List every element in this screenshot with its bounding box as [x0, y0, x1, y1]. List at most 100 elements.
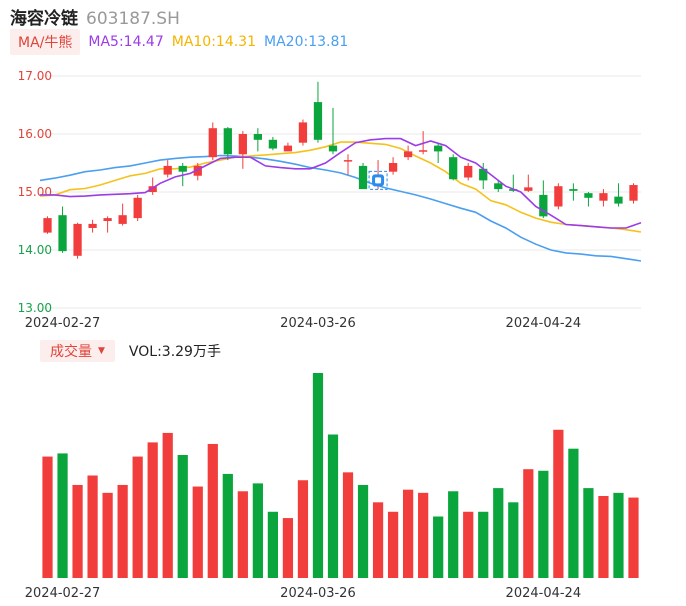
candle-body [358, 165, 368, 190]
candle-body [238, 134, 247, 155]
volume-bar [463, 511, 474, 578]
volume-bar [403, 489, 414, 578]
candle-body [118, 215, 127, 224]
candle-body [298, 122, 308, 143]
candle-body [569, 189, 578, 191]
ma10-line [39, 141, 642, 233]
candle-body [58, 215, 67, 252]
volume-bar [222, 473, 233, 578]
volume-bar [508, 502, 519, 578]
candle-body [283, 145, 293, 152]
volume-bar [87, 475, 98, 578]
stock-code: 603187.SH [86, 9, 180, 29]
volume-bar [568, 448, 579, 578]
candle-body [328, 145, 338, 152]
volume-legend: 成交量 ▼ VOL:3.29万手 [40, 340, 221, 362]
volume-bar [372, 502, 384, 578]
ma5-label: MA5:14.47 [88, 34, 164, 50]
volume-bar [282, 518, 294, 578]
candle-body [133, 197, 142, 219]
price-tick-label: 15.00 [18, 185, 52, 199]
volume-bar [493, 488, 504, 578]
candle-body [103, 218, 112, 221]
ma20-series [39, 154, 642, 262]
candle-body [208, 128, 217, 158]
price-tick-label: 17.00 [18, 69, 52, 83]
candle-body [509, 189, 518, 191]
volume-bar [252, 483, 263, 578]
candle-body [449, 157, 458, 180]
volume-bar [342, 472, 354, 578]
tooltip-marker-frame [368, 170, 388, 190]
volume-bar [207, 443, 218, 578]
tooltip-marker [368, 170, 388, 190]
stock-name: 海容冷链 [10, 9, 78, 29]
volume-bar [42, 456, 53, 578]
candle-body [223, 128, 232, 155]
ma-legend: MA/牛熊 MA5:14.47 MA10:14.31 MA20:13.81 [10, 29, 348, 55]
candle-body [554, 186, 563, 207]
volume-bar [583, 488, 594, 578]
date-axis: 2024-02-27 2024-02-27 2024-03-26 2024-03-26… [25, 316, 581, 601]
volume-bar [523, 469, 534, 578]
volume-bar [538, 470, 549, 578]
volume-date-label: 2024-02-27 [25, 586, 101, 601]
volume-bar [448, 491, 459, 578]
price-axis: 17.00 16.00 15.00 14.00 13.00 [18, 69, 52, 315]
volume-mode-label: 成交量 [50, 344, 92, 360]
date-label: 2024-04-24 [506, 316, 582, 331]
candle-body [539, 194, 548, 217]
ma10-label: MA10:14.31 [171, 34, 257, 50]
volume-bar [72, 484, 83, 578]
candle-body [178, 165, 187, 172]
candle-body [584, 193, 593, 198]
candle-body [524, 187, 533, 191]
volume-bar [132, 456, 143, 578]
volume-bar [147, 442, 158, 578]
volume-bar [297, 480, 309, 578]
ma20-line [39, 154, 642, 262]
triangle-down-icon: ▼ [98, 346, 105, 356]
volume-bar [418, 492, 429, 578]
volume-bar [192, 486, 203, 578]
tooltip-marker-dot [375, 177, 382, 184]
date-label: 2024-03-26 [280, 316, 356, 331]
candle-body [343, 160, 353, 162]
candle-body [88, 223, 97, 228]
candle-body [388, 163, 398, 172]
volume-bar [628, 497, 639, 578]
candle-body [464, 165, 473, 178]
volume-mode-selector[interactable]: 成交量 ▼ [40, 340, 115, 362]
candle-body [148, 186, 157, 192]
price-tick-label: 14.00 [18, 243, 52, 257]
candle-body [494, 183, 503, 190]
date-label: 2024-02-27 [25, 316, 101, 331]
ma5-series [40, 137, 642, 229]
candle-body [268, 139, 278, 149]
ma-mode-selector[interactable]: MA/牛熊 [10, 29, 81, 55]
ma20-label: MA20:13.81 [264, 34, 349, 50]
volume-date-label: 2024-03-26 [280, 586, 356, 601]
volume-bar [357, 484, 369, 578]
candle-body [629, 185, 638, 201]
price-grid [40, 75, 641, 309]
volume-bar [387, 511, 399, 578]
ma5-line [40, 137, 642, 229]
candle-body [419, 150, 428, 152]
candle-body [614, 196, 623, 204]
volume-bar [433, 516, 444, 578]
volume-bar [162, 432, 173, 578]
volume-bar [478, 511, 489, 578]
ma10-series [39, 141, 642, 233]
volume-bar [117, 484, 128, 578]
volume-bar [267, 511, 278, 578]
volume-bar [553, 429, 564, 578]
price-tick-label: 13.00 [18, 301, 52, 315]
candlestick-series [43, 81, 638, 259]
volume-bar [598, 496, 609, 578]
volume-value: VOL:3.29万手 [128, 344, 221, 360]
candle-body [163, 165, 172, 175]
volume-bar [177, 455, 188, 578]
candle-body [434, 145, 443, 152]
